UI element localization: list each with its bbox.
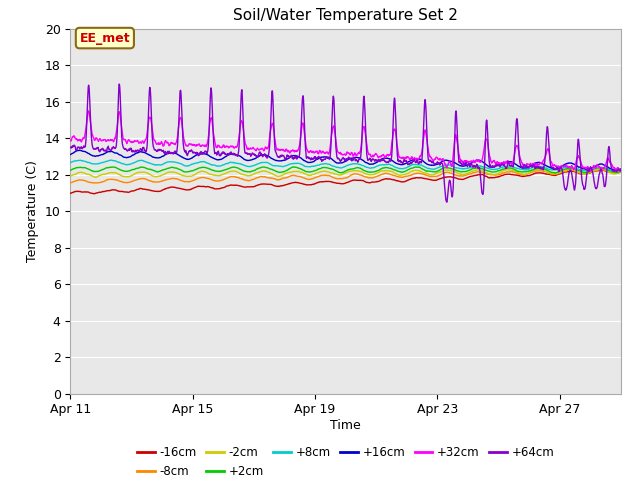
Text: EE_met: EE_met — [79, 32, 130, 45]
Y-axis label: Temperature (C): Temperature (C) — [26, 160, 39, 262]
Title: Soil/Water Temperature Set 2: Soil/Water Temperature Set 2 — [233, 9, 458, 24]
X-axis label: Time: Time — [330, 419, 361, 432]
Legend: -16cm, -8cm, -2cm, +2cm, +8cm, +16cm, +32cm, +64cm: -16cm, -8cm, -2cm, +2cm, +8cm, +16cm, +3… — [132, 441, 559, 480]
